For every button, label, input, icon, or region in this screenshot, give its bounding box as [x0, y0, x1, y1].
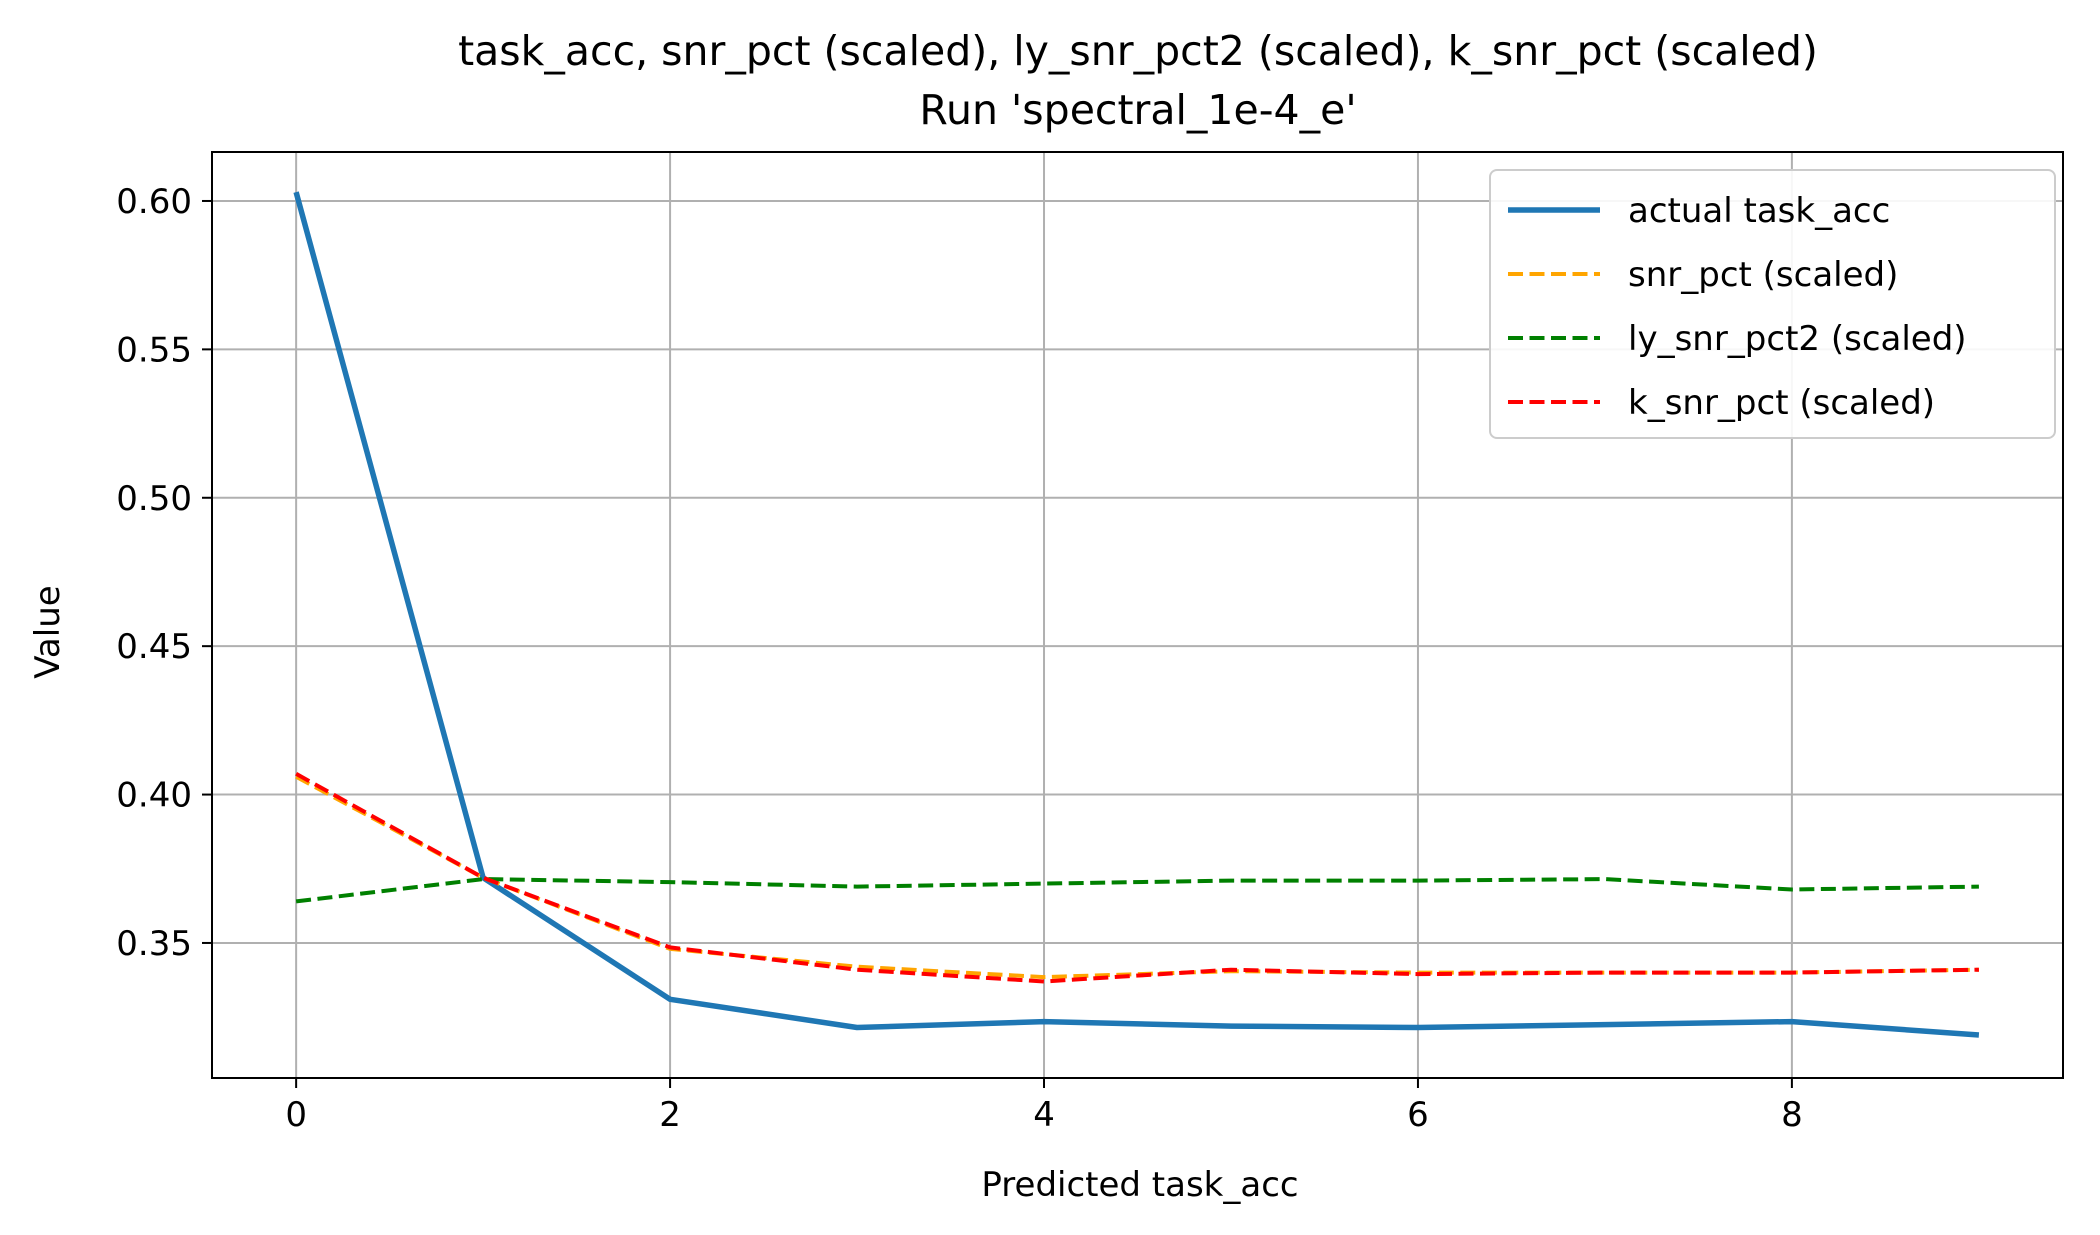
- legend-label: ly_snr_pct2 (scaled): [1628, 319, 1967, 359]
- y-tick-label: 0.60: [116, 182, 192, 222]
- legend-label: actual task_acc: [1628, 191, 1890, 231]
- y-tick-label: 0.55: [116, 330, 192, 370]
- legend: actual task_acc snr_pct (scaled) ly_snr_pc…: [1489, 169, 2056, 439]
- x-tick-label: 2: [659, 1095, 681, 1135]
- x-tick-label: 4: [1033, 1095, 1055, 1135]
- series-lines: [293, 191, 1980, 1038]
- chart-subtitle: Run 'spectral_1e-4_e': [919, 86, 1356, 134]
- ticks: 0 2 4 6 8 0.35 0.40 0.45 0.50 0.55 0.60: [116, 182, 1802, 1135]
- y-tick-label: 0.50: [116, 479, 192, 519]
- x-tick-label: 8: [1781, 1095, 1803, 1135]
- legend-label: snr_pct (scaled): [1628, 255, 1898, 295]
- y-axis-label: Value: [28, 585, 68, 678]
- y-tick-label: 0.35: [116, 924, 192, 964]
- y-tick-label: 0.40: [116, 776, 192, 816]
- series-line-4: [295, 772, 1979, 984]
- legend-box: [1489, 169, 2056, 439]
- x-axis-label: Predicted task_acc: [981, 1165, 1298, 1205]
- series-line-1: [293, 191, 1980, 1038]
- x-tick-label: 6: [1407, 1095, 1429, 1135]
- series-line-3: [295, 877, 1979, 904]
- plot-frame: [211, 151, 2064, 1079]
- y-tick-label: 0.45: [116, 627, 192, 667]
- legend-label: k_snr_pct (scaled): [1628, 383, 1935, 423]
- legend-entries: actual task_acc snr_pct (scaled) ly_snr_pc…: [1508, 191, 1967, 423]
- chart-title: task_acc, snr_pct (scaled), ly_snr_pct2 …: [458, 27, 1818, 75]
- x-tick-label: 0: [285, 1095, 307, 1135]
